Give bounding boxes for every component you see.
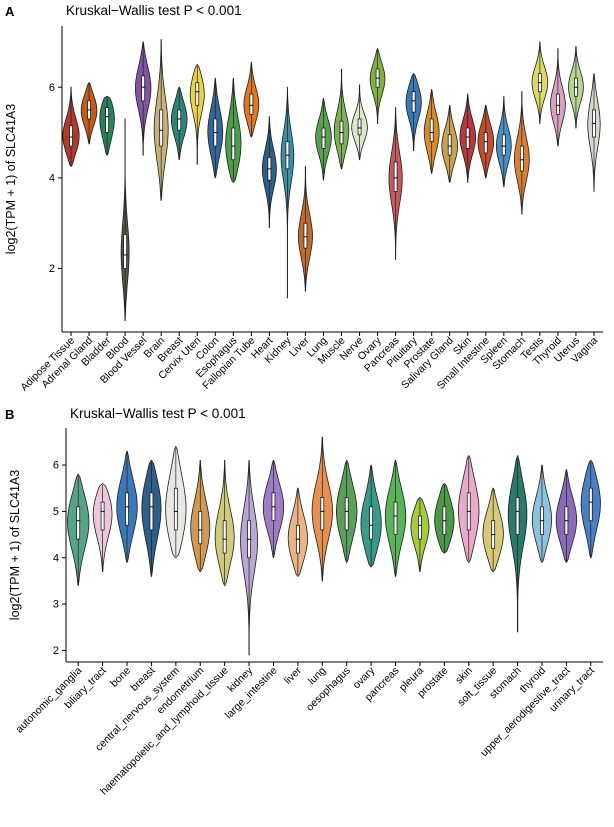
box-iqr (320, 497, 325, 531)
panel-a-chart: A Kruskal−Wallis test P < 0.001 2 4 6 log2(TP… (4, 3, 603, 393)
box-iqr (411, 91, 416, 113)
y-axis-title: log2(TPM + 1) of SLC41A3 (8, 470, 22, 620)
box-iqr (588, 487, 593, 522)
x-tick-label-liver: liver (282, 664, 304, 686)
box-iqr (369, 506, 374, 540)
y-tick-label: 3 (53, 599, 59, 611)
box-iqr (149, 492, 154, 531)
panel-label-a: A (5, 4, 15, 19)
box-iqr (519, 145, 524, 172)
box-iqr (465, 127, 470, 149)
y-tick-label: 6 (53, 460, 59, 472)
box-iqr (556, 93, 560, 115)
kruskal-wallis-title: Kruskal−Wallis test P < 0.001 (66, 3, 242, 18)
box-iqr (393, 161, 398, 192)
panel-label-b: B (5, 407, 14, 422)
box-iqr (429, 118, 434, 143)
box-iqr (159, 109, 164, 147)
y-tick-label: 5 (53, 506, 59, 518)
box-iqr (69, 125, 73, 147)
box-iqr (447, 134, 452, 156)
y-tick-label: 6 (49, 82, 55, 94)
box-iqr (321, 127, 326, 149)
y-tick-label: 2 (49, 263, 55, 275)
box-iqr (418, 515, 422, 540)
box-iqr (195, 82, 200, 106)
box-iqr (123, 234, 128, 269)
box-iqr (141, 75, 146, 102)
box-iqr (125, 492, 129, 526)
kruskal-wallis-title: Kruskal−Wallis test P < 0.001 (70, 406, 246, 421)
y-tick-label: 4 (53, 552, 59, 564)
y-axis-title: log2(TPM + 1) of SLC41A3 (4, 104, 18, 254)
box-iqr (515, 497, 520, 535)
box-iqr (303, 222, 308, 249)
box-iqr (249, 93, 254, 115)
panel-b-chart: B Kruskal−Wallis test P < 0.001 2 3 4 5 6 log2(… (5, 406, 603, 797)
box-iqr (76, 506, 81, 540)
box-iqr (483, 132, 488, 154)
box-iqr (198, 511, 203, 545)
box-iqr (222, 520, 227, 554)
y-tick-label: 4 (49, 172, 55, 184)
y-tick-label: 2 (53, 645, 59, 657)
box-iqr (357, 118, 362, 136)
box-iqr (501, 134, 506, 156)
box-iqr (173, 487, 178, 531)
box-iqr (105, 107, 109, 133)
box-iqr (177, 109, 182, 131)
box-iqr (231, 127, 236, 161)
box-iqr (100, 501, 105, 531)
box-iqr (393, 501, 398, 535)
box-iqr (344, 497, 349, 531)
